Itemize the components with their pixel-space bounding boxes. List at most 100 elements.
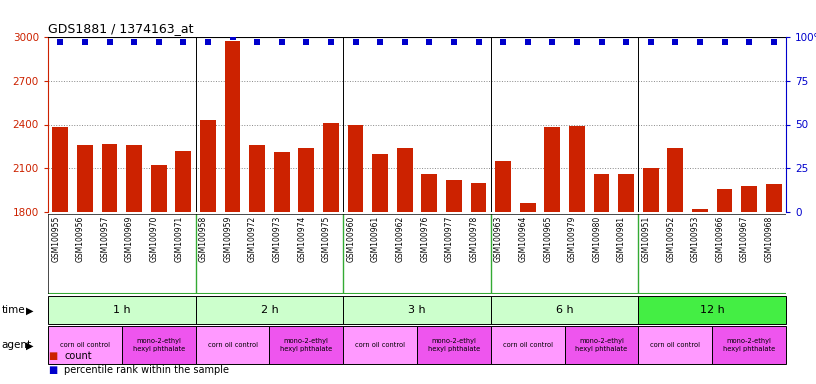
Text: ▶: ▶ bbox=[26, 306, 33, 316]
Text: ▶: ▶ bbox=[26, 341, 33, 351]
Text: 12 h: 12 h bbox=[700, 305, 725, 315]
Bar bbox=[323, 123, 339, 212]
Point bbox=[398, 39, 411, 45]
Bar bbox=[716, 189, 733, 212]
Bar bbox=[126, 145, 142, 212]
Bar bbox=[569, 126, 585, 212]
Bar bbox=[741, 186, 757, 212]
Point bbox=[644, 39, 657, 45]
Point bbox=[78, 39, 91, 45]
Text: GSM100966: GSM100966 bbox=[716, 215, 725, 262]
Text: percentile rank within the sample: percentile rank within the sample bbox=[64, 365, 229, 375]
Bar bbox=[101, 144, 118, 212]
Bar bbox=[48, 326, 122, 364]
Bar bbox=[544, 127, 561, 212]
Point bbox=[299, 39, 313, 45]
Bar bbox=[643, 168, 659, 212]
Point bbox=[718, 39, 731, 45]
Text: ■: ■ bbox=[48, 365, 57, 375]
Text: GSM100962: GSM100962 bbox=[396, 215, 405, 262]
Bar bbox=[122, 326, 196, 364]
Bar bbox=[269, 326, 344, 364]
Bar bbox=[471, 183, 486, 212]
Bar bbox=[151, 166, 166, 212]
Text: ■: ■ bbox=[48, 351, 57, 361]
Text: mono-2-ethyl
hexyl phthalate: mono-2-ethyl hexyl phthalate bbox=[132, 339, 185, 351]
Text: GSM100965: GSM100965 bbox=[543, 215, 552, 262]
Text: GSM100972: GSM100972 bbox=[248, 215, 257, 262]
Bar bbox=[52, 127, 69, 212]
Bar bbox=[196, 326, 269, 364]
Point bbox=[570, 39, 583, 45]
Text: GSM100977: GSM100977 bbox=[445, 215, 454, 262]
Text: GSM100980: GSM100980 bbox=[592, 215, 601, 262]
Bar bbox=[421, 174, 437, 212]
Bar bbox=[712, 326, 786, 364]
Text: mono-2-ethyl
hexyl phthalate: mono-2-ethyl hexyl phthalate bbox=[723, 339, 775, 351]
Text: GSM100976: GSM100976 bbox=[420, 215, 429, 262]
Point bbox=[619, 39, 632, 45]
Text: GSM100964: GSM100964 bbox=[519, 215, 528, 262]
Text: agent: agent bbox=[2, 340, 32, 350]
Text: GSM100979: GSM100979 bbox=[568, 215, 577, 262]
Point bbox=[349, 39, 362, 45]
Text: GSM100956: GSM100956 bbox=[76, 215, 85, 262]
Bar bbox=[667, 148, 683, 212]
Text: corn oil control: corn oil control bbox=[650, 342, 700, 348]
Point bbox=[694, 39, 707, 45]
Point bbox=[177, 39, 190, 45]
Bar bbox=[249, 145, 265, 212]
Bar bbox=[372, 154, 388, 212]
Text: GSM100960: GSM100960 bbox=[347, 215, 356, 262]
Bar bbox=[765, 184, 782, 212]
Text: corn oil control: corn oil control bbox=[60, 342, 110, 348]
Text: GSM100971: GSM100971 bbox=[175, 215, 184, 262]
Point bbox=[54, 39, 67, 45]
Bar bbox=[344, 296, 490, 324]
Bar bbox=[175, 151, 191, 212]
Point bbox=[521, 39, 534, 45]
Bar bbox=[618, 174, 634, 212]
Point bbox=[103, 39, 116, 45]
Bar bbox=[299, 148, 314, 212]
Text: GSM100957: GSM100957 bbox=[100, 215, 109, 262]
Bar bbox=[490, 296, 638, 324]
Point bbox=[743, 39, 756, 45]
Point bbox=[546, 39, 559, 45]
Bar bbox=[520, 203, 535, 212]
Text: GDS1881 / 1374163_at: GDS1881 / 1374163_at bbox=[48, 22, 193, 35]
Text: 1 h: 1 h bbox=[113, 305, 131, 315]
Text: corn oil control: corn oil control bbox=[355, 342, 405, 348]
Point bbox=[472, 39, 485, 45]
Text: GSM100955: GSM100955 bbox=[51, 215, 60, 262]
Text: GSM100968: GSM100968 bbox=[765, 215, 774, 262]
Point bbox=[325, 39, 338, 45]
Text: GSM100981: GSM100981 bbox=[617, 215, 626, 262]
Point bbox=[423, 39, 436, 45]
Text: corn oil control: corn oil control bbox=[503, 342, 552, 348]
Text: 3 h: 3 h bbox=[408, 305, 426, 315]
Text: GSM100959: GSM100959 bbox=[224, 215, 233, 262]
Text: GSM100961: GSM100961 bbox=[371, 215, 380, 262]
Bar bbox=[446, 180, 462, 212]
Text: GSM100974: GSM100974 bbox=[297, 215, 306, 262]
Bar bbox=[224, 41, 241, 212]
Bar bbox=[273, 152, 290, 212]
Bar bbox=[495, 161, 511, 212]
Point bbox=[226, 34, 239, 40]
Bar bbox=[344, 326, 417, 364]
Text: 2 h: 2 h bbox=[260, 305, 278, 315]
Bar bbox=[196, 296, 344, 324]
Bar bbox=[77, 145, 93, 212]
Text: mono-2-ethyl
hexyl phthalate: mono-2-ethyl hexyl phthalate bbox=[575, 339, 628, 351]
Bar bbox=[490, 326, 565, 364]
Text: GSM100958: GSM100958 bbox=[199, 215, 208, 262]
Text: GSM100969: GSM100969 bbox=[125, 215, 134, 262]
Point bbox=[595, 39, 608, 45]
Point bbox=[275, 39, 288, 45]
Text: GSM100963: GSM100963 bbox=[494, 215, 503, 262]
Text: mono-2-ethyl
hexyl phthalate: mono-2-ethyl hexyl phthalate bbox=[280, 339, 332, 351]
Bar bbox=[200, 120, 216, 212]
Bar bbox=[397, 148, 413, 212]
Bar bbox=[593, 174, 610, 212]
